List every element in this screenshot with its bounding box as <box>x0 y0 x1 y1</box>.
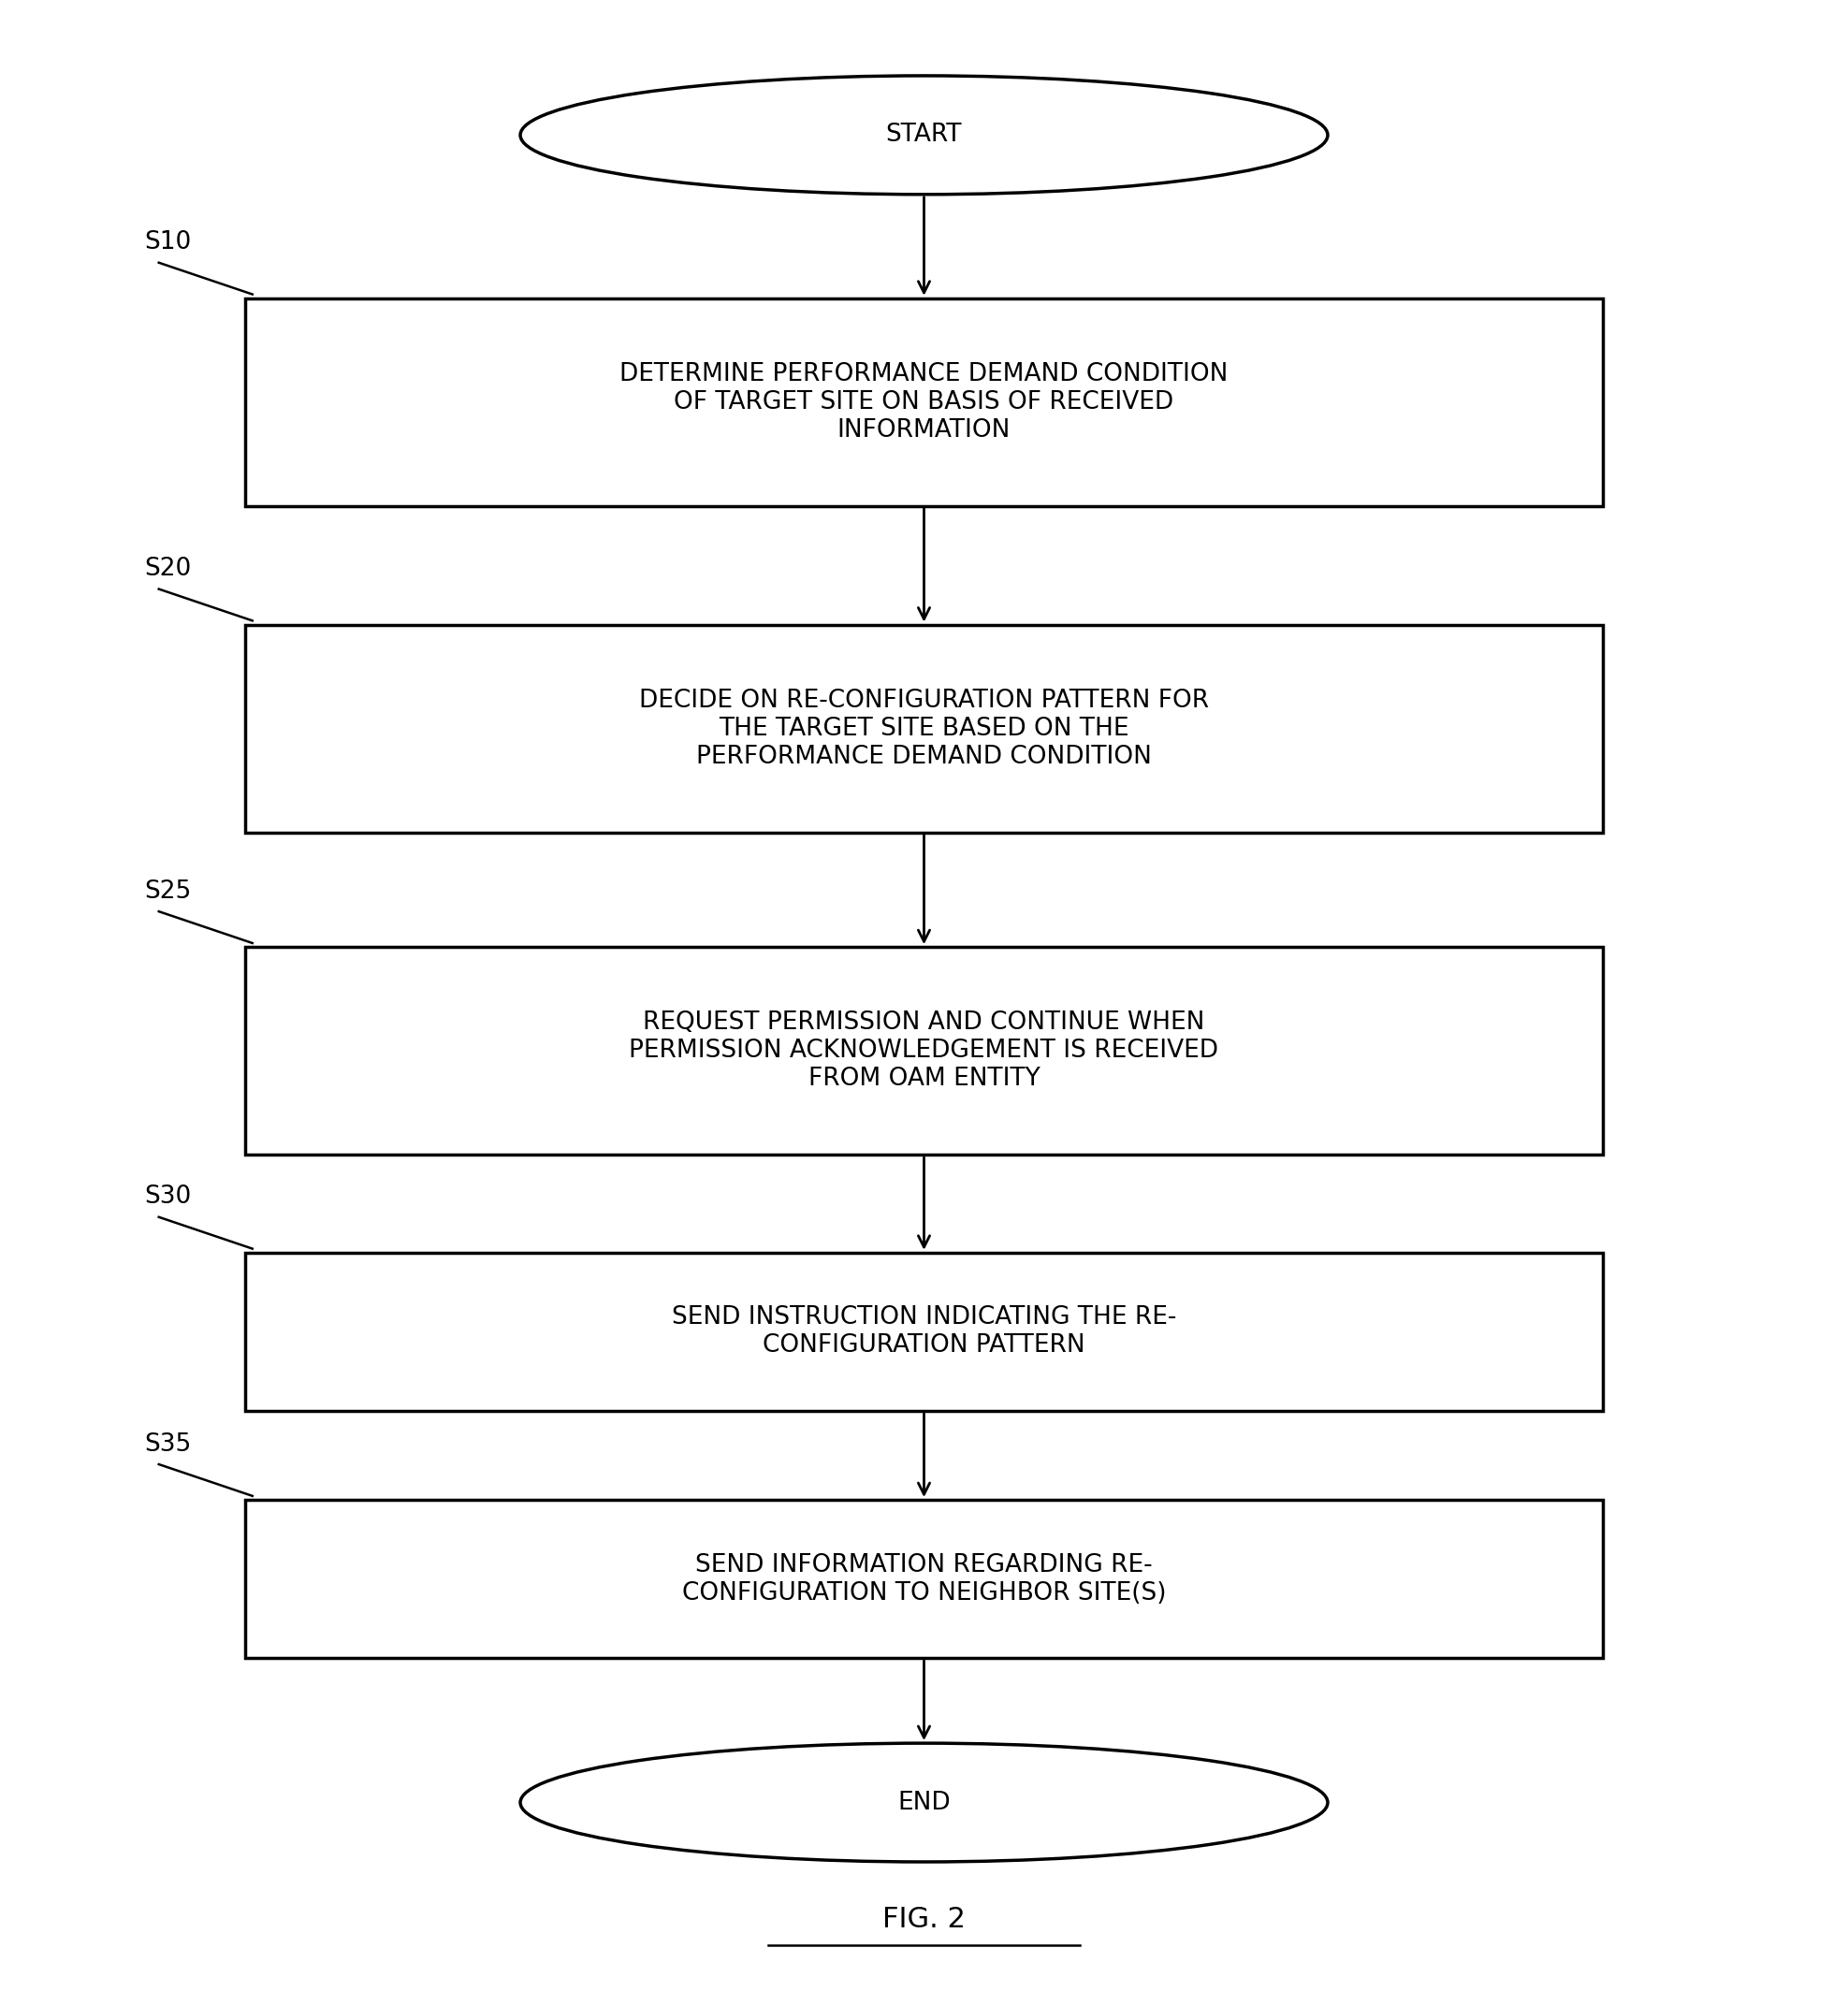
Text: DETERMINE PERFORMANCE DEMAND CONDITION
OF TARGET SITE ON BASIS OF RECEIVED
INFOR: DETERMINE PERFORMANCE DEMAND CONDITION O… <box>619 362 1229 442</box>
FancyBboxPatch shape <box>246 1252 1602 1412</box>
Text: DECIDE ON RE-CONFIGURATION PATTERN FOR
THE TARGET SITE BASED ON THE
PERFORMANCE : DECIDE ON RE-CONFIGURATION PATTERN FOR T… <box>639 689 1209 769</box>
Text: S10: S10 <box>144 231 190 255</box>
FancyBboxPatch shape <box>246 1499 1602 1659</box>
FancyBboxPatch shape <box>246 948 1602 1155</box>
FancyBboxPatch shape <box>246 625 1602 832</box>
Ellipse shape <box>521 1744 1327 1862</box>
Text: START: START <box>885 123 963 147</box>
Text: S30: S30 <box>144 1185 190 1209</box>
FancyBboxPatch shape <box>246 299 1602 506</box>
Text: FIG. 2: FIG. 2 <box>883 1905 967 1933</box>
Ellipse shape <box>521 76 1327 195</box>
Text: S25: S25 <box>144 880 190 904</box>
Text: REQUEST PERMISSION AND CONTINUE WHEN
PERMISSION ACKNOWLEDGEMENT IS RECEIVED
FROM: REQUEST PERMISSION AND CONTINUE WHEN PER… <box>630 1011 1218 1091</box>
Text: END: END <box>898 1790 950 1814</box>
Text: S20: S20 <box>144 557 190 581</box>
Text: SEND INFORMATION REGARDING RE-
CONFIGURATION TO NEIGHBOR SITE(S): SEND INFORMATION REGARDING RE- CONFIGURA… <box>682 1553 1166 1605</box>
Text: S35: S35 <box>144 1432 190 1455</box>
Text: SEND INSTRUCTION INDICATING THE RE-
CONFIGURATION PATTERN: SEND INSTRUCTION INDICATING THE RE- CONF… <box>671 1306 1177 1358</box>
